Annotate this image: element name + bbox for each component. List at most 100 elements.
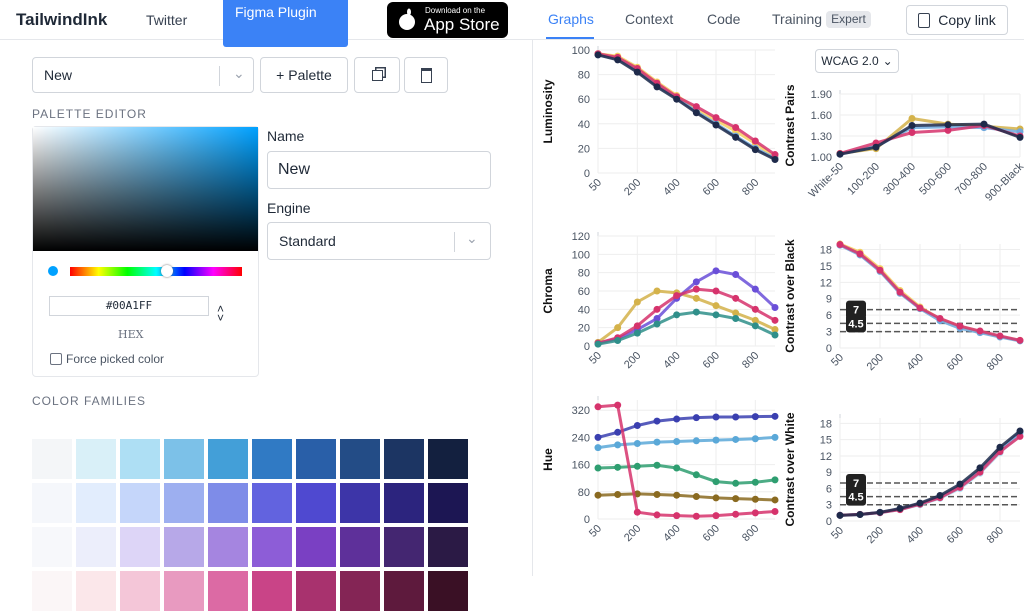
point	[856, 510, 864, 518]
point	[712, 121, 720, 129]
swatch[interactable]	[428, 483, 468, 523]
swatch[interactable]	[384, 527, 424, 567]
swatch[interactable]	[428, 527, 468, 567]
swatch[interactable]	[340, 527, 380, 567]
swatch[interactable]	[76, 527, 116, 567]
swatch[interactable]	[164, 571, 204, 611]
x-tick-label: 50	[587, 350, 604, 367]
tab[interactable]: Training	[772, 11, 823, 27]
brand[interactable]: TailwindInk	[16, 10, 108, 29]
point	[956, 322, 964, 330]
x-tick-label: 50	[587, 177, 604, 194]
swatch[interactable]	[208, 527, 248, 567]
copy-link-button[interactable]: Copy link	[906, 5, 1008, 35]
hue-handle[interactable]	[161, 265, 173, 277]
swatch[interactable]	[252, 439, 292, 479]
point	[712, 413, 720, 421]
swatch[interactable]	[120, 527, 160, 567]
line-series	[597, 53, 776, 161]
duplicate-button[interactable]	[354, 57, 400, 93]
tab[interactable]: Code	[707, 11, 741, 27]
swatch[interactable]	[296, 483, 336, 523]
format-toggle[interactable]: ˄ ˅	[217, 302, 225, 325]
swatch[interactable]	[164, 439, 204, 479]
swatch[interactable]	[340, 483, 380, 523]
wcag-select[interactable]: WCAG 2.0 ⌄	[815, 49, 899, 73]
point	[976, 327, 984, 335]
y-tick-label: 18	[820, 418, 832, 430]
engine-value: Standard	[279, 233, 336, 249]
swatch[interactable]	[164, 483, 204, 523]
point	[692, 108, 700, 115]
swatch[interactable]	[384, 439, 424, 479]
point	[633, 508, 641, 516]
line-series	[597, 403, 776, 518]
name-input[interactable]: New	[267, 151, 491, 189]
swatch[interactable]	[32, 483, 72, 523]
point	[633, 440, 641, 448]
line-series	[839, 433, 1022, 517]
swatch[interactable]	[252, 527, 292, 567]
swatch[interactable]	[164, 527, 204, 567]
x-tick-label: White-50	[807, 161, 847, 201]
point	[732, 413, 740, 421]
saturation-area[interactable]	[33, 127, 258, 251]
swatch[interactable]	[208, 483, 248, 523]
x-tick-label: 800	[740, 177, 761, 198]
y-tick-label: 15	[820, 435, 832, 447]
swatch[interactable]	[428, 439, 468, 479]
point	[712, 311, 720, 319]
hue-slider[interactable]	[70, 267, 242, 276]
twitter-link[interactable]: Twitter	[146, 12, 188, 28]
swatch[interactable]	[76, 483, 116, 523]
y-tick-label: 0	[584, 514, 590, 526]
checkbox[interactable]	[50, 353, 62, 365]
swatch[interactable]	[384, 571, 424, 611]
point	[836, 240, 844, 248]
swatch[interactable]	[120, 439, 160, 479]
point	[692, 512, 700, 520]
swatch[interactable]	[32, 527, 72, 567]
swatch[interactable]	[340, 571, 380, 611]
figma-button[interactable]: Figma Plugin	[223, 0, 348, 47]
swatch[interactable]	[252, 483, 292, 523]
point	[836, 150, 844, 157]
point	[956, 484, 964, 492]
y-tick-label: 0	[826, 516, 832, 528]
swatch[interactable]	[208, 571, 248, 611]
point	[594, 433, 602, 441]
swatch[interactable]	[120, 571, 160, 611]
y-tick-label: 80	[578, 70, 590, 82]
swatch[interactable]	[428, 571, 468, 611]
swatch[interactable]	[120, 483, 160, 523]
swatch[interactable]	[340, 439, 380, 479]
swatch[interactable]	[32, 439, 72, 479]
swatch[interactable]	[76, 571, 116, 611]
point	[908, 122, 916, 129]
point	[896, 506, 904, 514]
point	[673, 491, 681, 499]
point	[771, 508, 779, 516]
swatch[interactable]	[296, 439, 336, 479]
chevron: ⌄	[882, 54, 893, 68]
x-tick-label: 50	[829, 525, 846, 542]
palette-select[interactable]: New ⌄	[32, 57, 254, 93]
swatch[interactable]	[296, 527, 336, 567]
swatch[interactable]	[76, 439, 116, 479]
swatch[interactable]	[384, 483, 424, 523]
y-tick-label: 15	[820, 261, 832, 273]
tab[interactable]: Context	[625, 11, 674, 27]
point	[594, 464, 602, 472]
tab[interactable]: Graphs	[548, 11, 594, 27]
hex-input[interactable]: #00A1FF	[49, 296, 209, 316]
point	[976, 464, 984, 472]
add-palette-button[interactable]: + Palette	[260, 57, 348, 93]
swatch[interactable]	[208, 439, 248, 479]
swatch[interactable]	[252, 571, 292, 611]
point	[594, 339, 602, 347]
engine-select[interactable]: Standard ⌄	[267, 222, 491, 260]
swatch[interactable]	[32, 571, 72, 611]
swatch[interactable]	[296, 571, 336, 611]
appstore-button[interactable]: Download on the App Store	[387, 2, 508, 38]
delete-button[interactable]	[404, 57, 448, 93]
